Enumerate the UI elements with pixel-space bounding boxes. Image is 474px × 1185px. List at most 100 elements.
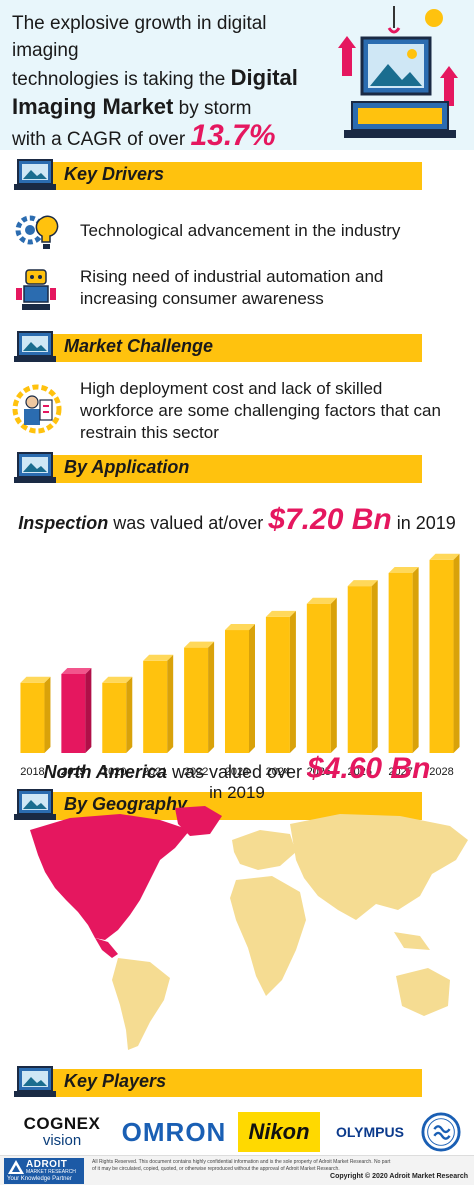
bar-face	[306, 603, 331, 753]
geography-year: in 2019	[209, 783, 265, 802]
laptop-image-icon	[14, 789, 56, 820]
bar-side	[126, 676, 133, 753]
geography-mid: was valued over	[166, 762, 308, 782]
bar-side	[249, 624, 255, 753]
application-value: $7.20 Bn	[268, 503, 392, 536]
map-central-america	[95, 938, 118, 958]
robot-icon	[16, 269, 56, 310]
bar-side	[412, 566, 419, 753]
headline-line3a: Imaging Market	[12, 94, 174, 119]
bar-side	[44, 676, 51, 753]
driver-item: Rising need of industrial automation and…	[12, 264, 462, 320]
bar-2027	[388, 566, 419, 753]
map-asia	[290, 814, 468, 920]
headline-line2a: technologies is taking the	[12, 69, 231, 90]
bar-face	[61, 673, 86, 753]
driver-text: Rising need of industrial automation and…	[80, 267, 384, 308]
driver-text: Technological advancement in the industr…	[80, 221, 401, 240]
adroit-logo: ADROIT MARKET RESEARCH Your Knowledge Pa…	[4, 1158, 84, 1184]
bar-2028	[429, 553, 460, 753]
by-application-label: By Application	[64, 457, 190, 477]
bar-top	[20, 676, 51, 683]
headline-line2b: Digital	[230, 65, 298, 90]
cognex-name: COGNEX	[23, 1114, 101, 1133]
key-drivers-label: Key Drivers	[64, 164, 165, 184]
gear-lightbulb-icon	[15, 215, 59, 249]
laptop-image-icon	[14, 159, 56, 190]
bar-top	[143, 654, 174, 661]
application-mid: was valued at/over	[108, 513, 269, 533]
x-tick-label: 2018	[20, 766, 44, 778]
bar-2021	[143, 654, 174, 753]
bar-top	[102, 676, 133, 683]
bar-face	[429, 559, 454, 753]
bar-side	[85, 667, 92, 753]
bar-top	[225, 624, 255, 631]
digital-image-crane-icon	[338, 6, 458, 138]
world-map	[30, 806, 468, 1050]
map-australia	[396, 968, 450, 1016]
bar-2025	[306, 597, 337, 753]
bar-face	[184, 647, 209, 753]
laptop-image-icon	[14, 331, 56, 362]
bar-2018	[20, 676, 51, 753]
bar-face	[265, 616, 290, 753]
omron-logo: OMRON	[121, 1116, 227, 1147]
section-bar-fill	[52, 1069, 422, 1097]
bar-top	[429, 553, 460, 560]
bar-2022	[184, 641, 215, 753]
driver-item: Technological advancement in the industr…	[12, 208, 462, 258]
footer: ADROIT MARKET RESEARCH Your Knowledge Pa…	[0, 1155, 474, 1185]
section-key-drivers: Key Drivers	[12, 156, 462, 196]
bar-top	[306, 597, 337, 604]
bar-side	[208, 641, 215, 753]
bar-face	[143, 660, 168, 753]
cagr-value: 13.7%	[190, 119, 276, 152]
bar-side	[330, 597, 337, 753]
application-value-line: Inspection was valued at/over $7.20 Bn i…	[0, 503, 474, 537]
x-tick-label: 2020	[102, 766, 126, 778]
cognex-sub: vision	[42, 1132, 82, 1149]
nikon-logo: Nikon	[238, 1112, 320, 1152]
bar-top	[347, 580, 378, 587]
bar-face	[225, 630, 249, 753]
footer-disclaimer: All Rights Reserved. This document conta…	[92, 1159, 391, 1172]
bar-side	[371, 580, 378, 753]
bar-face	[20, 682, 45, 753]
key-players-label: Key Players	[64, 1071, 167, 1091]
challenge-item: High deployment cost and lack of skilled…	[12, 378, 462, 442]
adroit-brand: ADROIT	[26, 1159, 68, 1170]
bar-2024	[265, 610, 296, 753]
laptop-image-icon	[14, 1066, 56, 1097]
challenge-text: High deployment cost and lack of skilled…	[80, 379, 441, 442]
bar-2019	[61, 667, 92, 753]
geography-region: North America	[43, 762, 167, 782]
bar-top	[184, 641, 215, 648]
market-challenge-label: Market Challenge	[64, 336, 214, 356]
section-by-application: By Application	[12, 449, 462, 489]
adroit-brand-sub: MARKET RESEARCH	[26, 1169, 76, 1175]
application-bar-chart: 2018 2019 2020 2021 2022 2023 2024 2025 2026 2027…	[20, 553, 460, 778]
x-tick-label: 2023	[225, 766, 249, 778]
olympus-logo: OLYMPUS	[336, 1124, 404, 1140]
bar-top	[61, 667, 92, 674]
section-bar-fill	[52, 334, 422, 362]
bar-2026	[347, 580, 378, 753]
section-key-players: Key Players	[12, 1063, 462, 1103]
geography-value: $4.60 Bn	[307, 752, 431, 785]
map-islands	[394, 932, 430, 950]
bar-2020	[102, 676, 133, 753]
bar-top	[388, 566, 419, 573]
section-market-challenge: Market Challenge	[12, 328, 462, 368]
header-headline: The explosive growth in digital imaging …	[12, 10, 332, 153]
section-bar-fill	[52, 455, 422, 483]
map-south-america	[112, 958, 170, 1050]
application-tail: in 2019	[391, 513, 456, 533]
key-players-logos: COGNEX vision OMRON Nikon OLYMPUS	[0, 1112, 474, 1152]
bar-face	[102, 682, 127, 753]
bar-face	[388, 572, 413, 753]
laptop-image-icon	[14, 452, 56, 483]
map-greenland	[175, 806, 222, 836]
adroit-tagline: Your Knowledge Partner	[7, 1176, 72, 1182]
geography-value-row: North America was valued over $4.60 Bn	[0, 754, 474, 784]
